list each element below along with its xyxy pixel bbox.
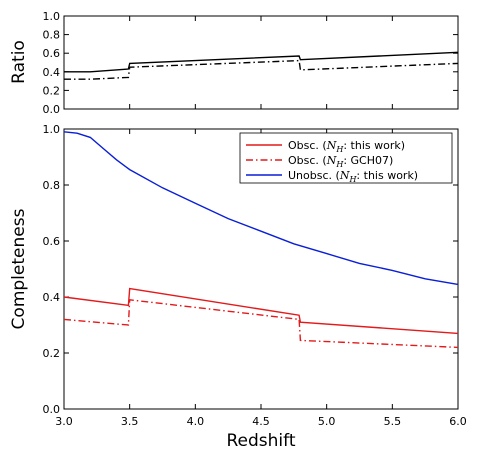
completeness-xtick-label: 3.5 bbox=[121, 415, 139, 428]
completeness-xtick-label: 3.0 bbox=[55, 415, 73, 428]
completeness-ytick-label: 0.4 bbox=[43, 291, 61, 304]
completeness-xtick-label: 4.0 bbox=[187, 415, 205, 428]
legend-label-math: N bbox=[326, 154, 337, 167]
legend: Obsc. (NH: this work)Obsc. (NH: GCH07)Un… bbox=[239, 132, 453, 184]
redshift-x-axis-label: Redshift bbox=[226, 431, 295, 451]
legend-label-math: N bbox=[339, 169, 350, 182]
completeness-series-1-line bbox=[63, 299, 459, 349]
completeness-y-axis-label: Completeness bbox=[9, 208, 29, 329]
legend-label-0: Obsc. (NH: this work) bbox=[288, 139, 405, 154]
completeness-panel: 0.0 0.2 0.4 0.6 0.8 1.0 3.0 3.5 4.0 4.5 5.0 5.5 6.0… bbox=[9, 123, 467, 451]
legend-label-prefix: Obsc. ( bbox=[288, 139, 327, 152]
legend-label-1: Obsc. (NH: GCH07) bbox=[288, 154, 393, 169]
ratio-series-1-line bbox=[64, 59, 459, 80]
completeness-xtick-label: 4.5 bbox=[252, 415, 270, 428]
completeness-xtick-label: 5.5 bbox=[384, 415, 402, 428]
ratio-series-0-line bbox=[64, 51, 459, 73]
ratio-ytick-label: 0.2 bbox=[43, 84, 61, 97]
ratio-ytick-label: 0.8 bbox=[43, 29, 61, 42]
completeness-ytick-label: 0.8 bbox=[43, 179, 61, 192]
legend-label-suffix: : this work) bbox=[356, 169, 418, 182]
ratio-panel: 0.0 0.2 0.4 0.6 0.8 1.0 Ratio bbox=[9, 10, 459, 116]
completeness-xtick-label: 5.0 bbox=[318, 415, 336, 428]
completeness-ytick-label: 0.6 bbox=[43, 235, 61, 248]
ratio-y-axis-label: Ratio bbox=[9, 40, 29, 84]
completeness-y-ticks: 0.0 0.2 0.4 0.6 0.8 1.0 bbox=[43, 123, 458, 416]
legend-label-sub: H bbox=[335, 145, 344, 154]
ratio-x-ticks bbox=[63, 16, 459, 109]
completeness-ytick-label: 1.0 bbox=[43, 123, 61, 136]
ratio-ytick-label: 0.0 bbox=[43, 103, 61, 116]
ratio-ytick-label: 0.6 bbox=[43, 47, 61, 60]
completeness-series-0-line bbox=[63, 287, 459, 335]
ratio-ytick-label: 1.0 bbox=[43, 10, 61, 23]
legend-label-prefix: Obsc. ( bbox=[288, 154, 327, 167]
legend-label-sub: H bbox=[335, 160, 344, 169]
ratio-lines bbox=[64, 51, 459, 80]
legend-label-sub: H bbox=[348, 175, 357, 184]
completeness-lines bbox=[63, 131, 459, 349]
legend-label-2: Unobsc. (NH: this work) bbox=[288, 169, 418, 184]
legend-label-suffix: : GCH07) bbox=[343, 154, 393, 167]
ratio-ytick-label: 0.4 bbox=[43, 66, 61, 79]
legend-label-math: N bbox=[326, 139, 337, 152]
completeness-series-2-line bbox=[63, 131, 459, 286]
legend-label-prefix: Unobsc. ( bbox=[288, 169, 340, 182]
legend-label-suffix: : this work) bbox=[343, 139, 405, 152]
completeness-ytick-label: 0.2 bbox=[43, 347, 61, 360]
completeness-x-ticks: 3.0 3.5 4.0 4.5 5.0 5.5 6.0 bbox=[55, 129, 467, 428]
completeness-ytick-label: 0.0 bbox=[43, 403, 61, 416]
completeness-xtick-label: 6.0 bbox=[449, 415, 467, 428]
